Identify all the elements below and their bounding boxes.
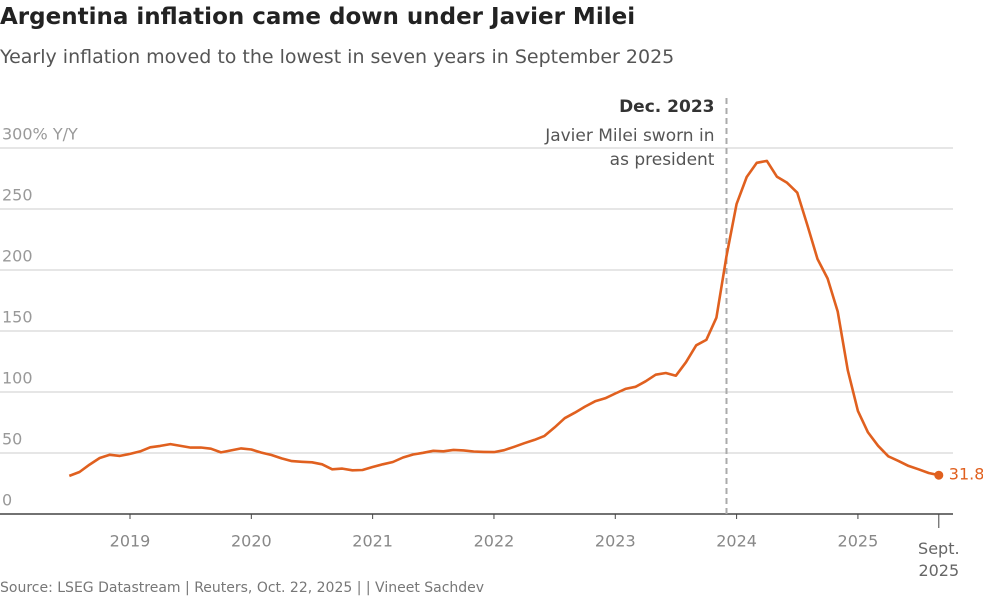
x-tick-label: 2022	[474, 532, 515, 551]
y-tick-label: 200	[2, 247, 33, 266]
y-tick-label: 250	[2, 186, 33, 205]
y-tick-label: 0	[2, 491, 12, 510]
value-label: 31.8	[949, 465, 983, 484]
x-tick-label: 2025	[838, 532, 879, 551]
x-tick-label: 2021	[352, 532, 393, 551]
source: Source: LSEG Datastream | Reuters, Oct. …	[0, 580, 485, 596]
x-tick-label: 2020	[231, 532, 272, 551]
chart-subtitle: Yearly inflation moved to the lowest in …	[0, 46, 675, 68]
x-tick-label: 2024	[716, 532, 757, 551]
x-tick-label: 2023	[595, 532, 636, 551]
x-tick-label: Sept. 2025	[918, 539, 960, 580]
annotation-text: Javier Milei sworn in as president	[545, 126, 715, 170]
annotation-title: Dec. 2023	[619, 97, 715, 117]
series-line	[68, 159, 940, 478]
chart-title: Argentina inflation came down under Javi…	[0, 4, 636, 30]
y-tick-label: 100	[2, 369, 33, 388]
y-tick-label: 50	[2, 430, 22, 449]
x-tick-label: 2019	[110, 532, 151, 551]
y-tick-label: 300% Y/Y	[2, 125, 78, 144]
end-point	[934, 470, 944, 480]
y-tick-label: 150	[2, 308, 33, 327]
